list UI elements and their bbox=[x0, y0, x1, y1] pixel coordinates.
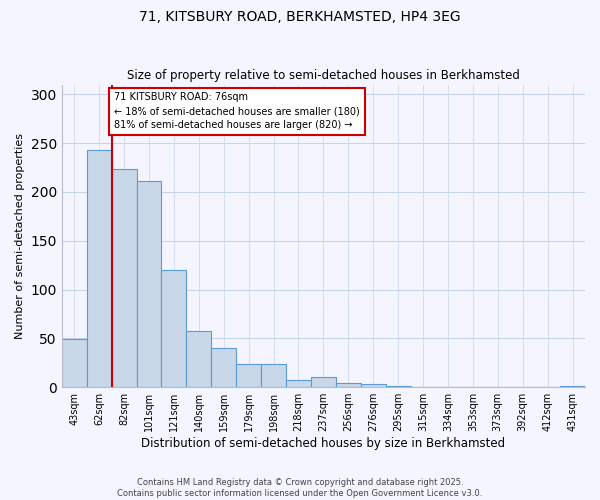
Text: Contains HM Land Registry data © Crown copyright and database right 2025.
Contai: Contains HM Land Registry data © Crown c… bbox=[118, 478, 482, 498]
Bar bbox=[112, 168, 137, 387]
Text: 71, KITSBURY ROAD, BERKHAMSTED, HP4 3EG: 71, KITSBURY ROAD, BERKHAMSTED, HP4 3EG bbox=[139, 10, 461, 24]
Bar bbox=[137, 181, 161, 387]
Bar bbox=[286, 380, 311, 387]
Bar bbox=[560, 386, 585, 387]
Text: 71 KITSBURY ROAD: 76sqm
← 18% of semi-detached houses are smaller (180)
81% of s: 71 KITSBURY ROAD: 76sqm ← 18% of semi-de… bbox=[114, 92, 360, 130]
X-axis label: Distribution of semi-detached houses by size in Berkhamsted: Distribution of semi-detached houses by … bbox=[142, 437, 505, 450]
Title: Size of property relative to semi-detached houses in Berkhamsted: Size of property relative to semi-detach… bbox=[127, 69, 520, 82]
Bar bbox=[361, 384, 386, 387]
Bar bbox=[211, 348, 236, 387]
Bar bbox=[311, 378, 336, 387]
Bar bbox=[386, 386, 410, 387]
Bar bbox=[236, 364, 261, 387]
Bar bbox=[161, 270, 187, 387]
Bar bbox=[62, 340, 87, 387]
Y-axis label: Number of semi-detached properties: Number of semi-detached properties bbox=[15, 133, 25, 339]
Bar bbox=[336, 384, 361, 387]
Bar bbox=[261, 364, 286, 387]
Bar bbox=[187, 330, 211, 387]
Bar bbox=[87, 150, 112, 387]
